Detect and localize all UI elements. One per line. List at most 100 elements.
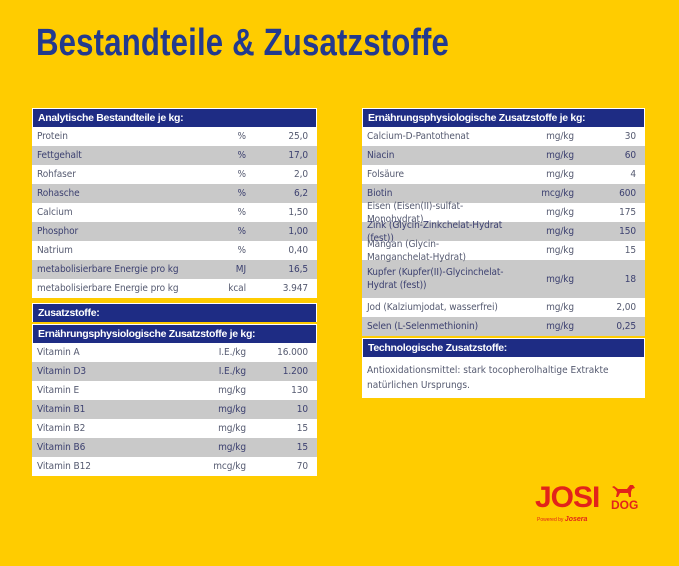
- row-name: Biotin: [367, 188, 393, 199]
- row-unit: mg/kg: [218, 385, 246, 396]
- table-row: metabolisierbare Energie pro kg kcal 3.947: [32, 279, 317, 298]
- row-unit: %: [237, 226, 247, 237]
- row-unit: mg/kg: [546, 321, 574, 332]
- row-name: metabolisierbare Energie pro kg: [37, 283, 179, 294]
- row-value: 1,00: [288, 226, 308, 237]
- row-name: Rohfaser: [37, 169, 76, 180]
- row-value: 4: [630, 169, 636, 180]
- table-row: Kupfer (Kupfer(II)-Glycinchelat-Hydrat (…: [362, 260, 645, 298]
- row-value: 10: [296, 404, 308, 415]
- table-row: Protein% 25,0: [32, 127, 317, 146]
- row-name: Jod (Kalziumjodat, wasserfrei): [367, 302, 498, 313]
- table-row: Vitamin A I.E./kg 16.000: [32, 343, 317, 362]
- table-row: Fettgehalt% 17,0: [32, 146, 317, 165]
- row-unit: %: [237, 169, 247, 180]
- table-row: Eisen (Eisen(II)-sulfat-Monohydrat) mg/kg…: [362, 201, 645, 225]
- row-name: Vitamin B1: [37, 404, 86, 415]
- row-value: 3.947: [282, 283, 308, 294]
- row-name: Eisen (Eisen(II)-sulfat-Monohydrat): [367, 200, 464, 225]
- row-name: Natrium: [37, 245, 73, 256]
- table-row: Jod (Kalziumjodat, wasserfrei) mg/kg 2,00: [362, 298, 645, 317]
- row-value: 2,0: [293, 169, 308, 180]
- table-row: Phosphor% 1,00: [32, 222, 317, 241]
- table-row: Vitamin E mg/kg 130: [32, 381, 317, 400]
- row-unit: %: [237, 150, 247, 161]
- row-name: Mangan (Glycin-Manganchelat-Hydrat): [367, 238, 466, 263]
- table-row: Rohfaser% 2,0: [32, 165, 317, 184]
- table-row: Rohasche% 6,2: [32, 184, 317, 203]
- row-name: Vitamin B2: [37, 423, 86, 434]
- row-unit: mg/kg: [546, 302, 574, 313]
- logo-brand: JOSI: [535, 481, 600, 514]
- page-title: Bestandteile & Zusatzstoffe: [36, 22, 450, 64]
- logo-sub-brand: DOG: [611, 498, 639, 512]
- powered-by-label: Powered by: [537, 517, 564, 523]
- nutritional-additives-panel: Ernährungsphysiologische Zusatzstoffe je…: [362, 108, 645, 398]
- row-name: Kupfer (Kupfer(II)-Glycinchelat-Hydrat (…: [367, 267, 504, 291]
- row-name: Vitamin D3: [37, 366, 86, 377]
- row-unit: mg/kg: [546, 207, 574, 218]
- row-value: 16.000: [277, 347, 308, 358]
- table-row: Biotin mcg/kg 600: [362, 184, 645, 203]
- row-value: 0,40: [288, 245, 308, 256]
- row-unit: %: [237, 131, 247, 142]
- row-unit: %: [237, 207, 247, 218]
- row-name: Vitamin E: [37, 385, 80, 396]
- row-value: 70: [296, 461, 308, 472]
- row-unit: MJ: [235, 264, 246, 275]
- row-name: metabolisierbare Energie pro kg: [37, 264, 179, 275]
- table-row: Niacin mg/kg 60: [362, 146, 645, 165]
- technological-text: Antioxidationsmittel: stark tocopherolha…: [362, 357, 645, 398]
- row-unit: I.E./kg: [218, 366, 246, 377]
- row-value: 15: [624, 245, 636, 256]
- row-value: 6,2: [293, 188, 308, 199]
- table-row: Vitamin B2 mg/kg 15: [32, 419, 317, 438]
- analytic-table: Protein% 25,0 Fettgehalt% 17,0 Rohfaser% 2,…: [32, 127, 317, 298]
- row-unit: mg/kg: [546, 273, 574, 285]
- row-name: Selen (L-Selenmethionin): [367, 321, 478, 332]
- nutritional-header: Ernährungsphysiologische Zusatzstoffe je…: [32, 324, 317, 343]
- row-name: Fettgehalt: [37, 150, 82, 161]
- row-unit: mg/kg: [546, 150, 574, 161]
- row-value: 15: [296, 442, 308, 453]
- row-unit: mg/kg: [218, 423, 246, 434]
- row-value: 2,00: [616, 302, 636, 313]
- row-unit: kcal: [228, 283, 246, 294]
- row-value: 175: [619, 207, 636, 218]
- row-value: 18: [624, 273, 636, 285]
- row-unit: mg/kg: [546, 131, 574, 142]
- table-row: Folsäure mg/kg 4: [362, 165, 645, 184]
- row-unit: mg/kg: [218, 442, 246, 453]
- row-name: Vitamin B12: [37, 461, 91, 472]
- row-name: Calcium-D-Pantothenat: [367, 131, 470, 142]
- row-value: 60: [624, 150, 636, 161]
- logo-powered-by: Powered by Josera: [537, 516, 587, 523]
- analytic-constituents-panel: Analytische Bestandteile je kg: Protein%…: [32, 108, 317, 298]
- analytic-header: Analytische Bestandteile je kg:: [32, 108, 317, 127]
- table-row: Mangan (Glycin-Manganchelat-Hydrat) mg/kg…: [362, 239, 645, 263]
- table-row: Zink (Glycin-Zinkchelat-Hydrat (fest)) mg…: [362, 220, 645, 244]
- table-row: Vitamin B1 mg/kg 10: [32, 400, 317, 419]
- row-unit: I.E./kg: [218, 347, 246, 358]
- row-unit: mcg/kg: [541, 188, 574, 199]
- row-unit: mg/kg: [546, 226, 574, 237]
- additives-header: Zusatzstoffe:: [32, 303, 317, 322]
- row-name: Vitamin A: [37, 347, 80, 358]
- table-row: Calcium-D-Pantothenat mg/kg 30: [362, 127, 645, 146]
- row-value: 17,0: [288, 150, 308, 161]
- row-value: 25,0: [288, 131, 308, 142]
- trace-elements-table: Calcium-D-Pantothenat mg/kg 30 Niacin mg/kg…: [362, 127, 645, 336]
- row-unit: %: [237, 188, 247, 199]
- dog-icon: [612, 485, 635, 497]
- josi-dog-logo: JOSI DOG Powered by Josera: [535, 483, 645, 528]
- row-value: 130: [291, 385, 308, 396]
- technological-header: Technologische Zusatzstoffe:: [362, 338, 645, 357]
- row-name: Calcium: [37, 207, 73, 218]
- row-value: 1.200: [282, 366, 308, 377]
- row-unit: mg/kg: [218, 404, 246, 415]
- row-value: 1,50: [288, 207, 308, 218]
- additives-panel: Zusatzstoffe: Ernährungsphysiologische Z…: [32, 303, 317, 476]
- row-name: Phosphor: [37, 226, 79, 237]
- table-row: Calcium% 1,50: [32, 203, 317, 222]
- row-value: 16,5: [288, 264, 308, 275]
